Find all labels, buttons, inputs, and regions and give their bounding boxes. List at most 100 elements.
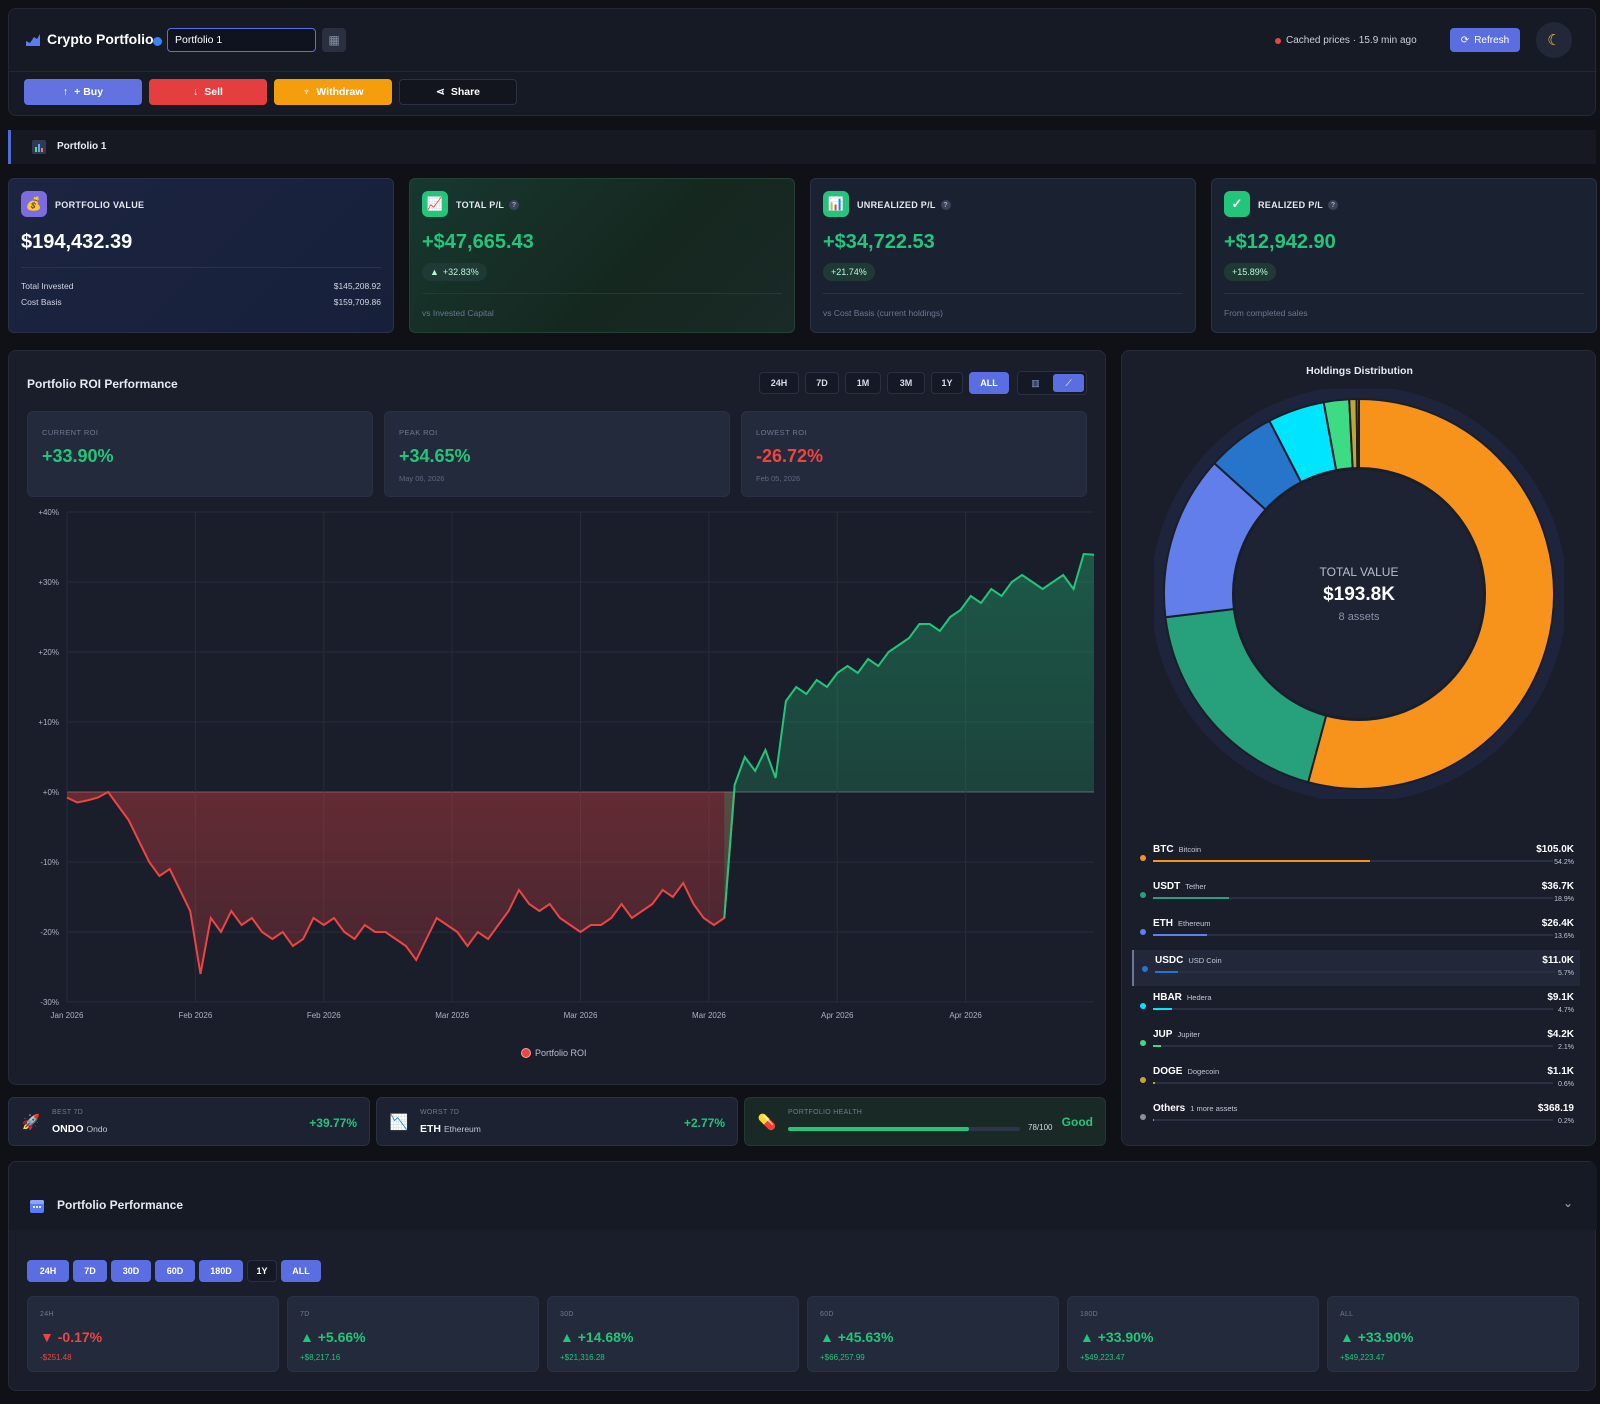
peak-roi-date: May 06, 2026 [399, 474, 445, 483]
x-tick-label: Feb 2026 [307, 1011, 341, 1020]
donut-slice-others[interactable] [1355, 397, 1360, 470]
portfolio-value: $194,432.39 [21, 231, 133, 253]
perf-card-all: ALL ▲ +33.90% +$49,223.47 [1327, 1296, 1579, 1372]
refresh-button[interactable]: ⟳ Refresh [1450, 28, 1520, 52]
holding-row-eth[interactable]: ETH Ethereum $26.4K 13.6% [1132, 913, 1580, 949]
chart-down-icon: 📉 [389, 1114, 409, 1131]
holding-symbol: ETH Ethereum [1153, 918, 1211, 929]
help-icon[interactable]: ? [940, 200, 951, 210]
health-progress-bar [788, 1127, 1020, 1131]
holding-value: $36.7K [1541, 881, 1574, 892]
peak-roi-stat: PEAK ROI +34.65% May 06, 2026 [384, 411, 730, 497]
realized-pl-badge: +15.89% [1224, 263, 1276, 281]
buy-button[interactable]: ↑ + Buy [24, 79, 142, 105]
holding-percent: 54.2% [1554, 859, 1574, 866]
chart-logo-icon [26, 34, 40, 46]
tf-3m-button[interactable]: 3M [887, 372, 925, 394]
perf-card-label: 60D [820, 1311, 834, 1318]
roi-title: Portfolio ROI Performance [27, 377, 178, 391]
tf-7d-button[interactable]: 7D [805, 372, 839, 394]
perf-card-180d: 180D ▲ +33.90% +$49,223.47 [1067, 1296, 1319, 1372]
holdings-donut-chart: TOTAL VALUE $193.8K 8 assets [1154, 389, 1564, 799]
trend-up-icon: 📈 [422, 191, 448, 217]
holding-symbol: JUP Jupiter [1153, 1029, 1200, 1040]
help-icon[interactable]: ? [509, 200, 520, 210]
card-title: PORTFOLIO VALUE [55, 200, 145, 210]
perf-tf-30d[interactable]: 30D [111, 1260, 151, 1282]
holding-row-btc[interactable]: BTC Bitcoin $105.0K 54.2% [1132, 839, 1580, 875]
worst-7d-label: WORST 7D [420, 1109, 460, 1116]
donut-center [1235, 470, 1483, 718]
share-button[interactable]: ⋖ Share [399, 79, 517, 105]
portfolio-name-input[interactable] [167, 28, 316, 52]
best-7d-name: Ondo [86, 1124, 108, 1134]
perf-card-label: 24H [40, 1311, 54, 1318]
line-view-button[interactable]: ⟋ [1053, 374, 1084, 392]
legend-swatch [521, 1048, 531, 1058]
performance-header[interactable]: Portfolio Performance ⌄ [9, 1162, 1597, 1230]
worst-7d-asset: ETH Ethereum [420, 1123, 481, 1135]
perf-tf-60d[interactable]: 60D [155, 1260, 195, 1282]
perf-card-amount: +$66,257.99 [820, 1353, 865, 1362]
donut-slice-btc[interactable] [1306, 397, 1555, 790]
holding-color-dot [1140, 855, 1146, 861]
perf-card-value: ▲ +45.63% [820, 1329, 893, 1345]
holding-share-fill [1153, 897, 1229, 899]
portfolio-menu-button[interactable]: ▦ [322, 28, 346, 52]
tf-1m-button[interactable]: 1M [845, 372, 881, 394]
sell-label: Sell [204, 86, 223, 98]
unrealized-pl-title: UNREALIZED P/L [857, 200, 936, 210]
card-divider [21, 267, 381, 268]
x-tick-label: Apr 2026 [949, 1011, 982, 1020]
check-icon: ✓ [1224, 191, 1250, 217]
perf-tf-1y[interactable]: 1Y [247, 1260, 277, 1282]
withdraw-button[interactable]: ♆ Withdraw [274, 79, 392, 105]
total-pl-foot: vs Invested Capital [422, 308, 494, 318]
tf-24h-button[interactable]: 24H [759, 372, 799, 394]
line-chart-icon: ⟋ [1065, 377, 1072, 388]
pill-icon: 💊 [757, 1114, 777, 1131]
x-tick-label: Mar 2026 [564, 1011, 598, 1020]
holding-share-fill [1153, 1045, 1162, 1047]
refresh-label: Refresh [1474, 34, 1510, 46]
bar-view-button[interactable]: ▥ [1020, 374, 1051, 392]
bar-chart-icon [32, 140, 46, 154]
tf-all-button[interactable]: ALL [969, 372, 1009, 394]
perf-tf-7d[interactable]: 7D [73, 1260, 107, 1282]
perf-tf-all[interactable]: ALL [281, 1260, 321, 1282]
worst-7d-name: Ethereum [444, 1124, 481, 1134]
holding-row-others[interactable]: Others 1 more assets $368.19 0.2% [1132, 1098, 1580, 1134]
roi-negative-area [67, 788, 735, 974]
share-icon: ⋖ [436, 86, 445, 98]
holding-name: Jupiter [1177, 1030, 1200, 1039]
perf-card-30d: 30D ▲ +14.68% +$21,316.28 [547, 1296, 799, 1372]
calendar-icon [30, 1200, 44, 1213]
perf-tf-24h[interactable]: 24H [27, 1260, 69, 1282]
help-icon[interactable]: ? [1328, 200, 1339, 210]
tf-1y-button[interactable]: 1Y [931, 372, 963, 394]
theme-toggle-button[interactable]: ☾ [1536, 22, 1572, 58]
holding-row-usdt[interactable]: USDT Tether $36.7K 18.9% [1132, 876, 1580, 912]
triangle-up-icon: ▲ [1080, 1329, 1094, 1345]
health-score: 78/100 [1028, 1123, 1053, 1132]
chart-legend[interactable]: Portfolio ROI [521, 1048, 587, 1058]
holding-row-doge[interactable]: DOGE Dogecoin $1.1K 0.6% [1132, 1061, 1580, 1097]
perf-card-label: 7D [300, 1311, 310, 1318]
holding-percent: 4.7% [1558, 1007, 1574, 1014]
y-tick-label: +30% [38, 578, 59, 587]
withdraw-label: Withdraw [316, 86, 364, 98]
holding-share-fill [1155, 971, 1178, 973]
arrow-up-icon: ↑ [62, 86, 69, 98]
x-tick-label: Mar 2026 [435, 1011, 469, 1020]
holding-row-hbar[interactable]: HBAR Hedera $9.1K 4.7% [1132, 987, 1580, 1023]
holding-share-fill [1153, 1082, 1156, 1084]
perf-tf-180d[interactable]: 180D [199, 1260, 243, 1282]
holding-row-jup[interactable]: JUP Jupiter $4.2K 2.1% [1132, 1024, 1580, 1060]
worst-7d-value: +2.77% [683, 1116, 725, 1130]
sell-button[interactable]: ↓ Sell [149, 79, 267, 105]
holding-row-usdc[interactable]: USDC USD Coin $11.0K 5.7% [1132, 950, 1580, 986]
perf-card-value: ▲ +33.90% [1080, 1329, 1153, 1345]
total-pl-badge: ▲ +32.83% [422, 263, 487, 281]
chevron-down-icon[interactable]: ⌄ [1563, 1196, 1574, 1210]
perf-card-amount: +$8,217.16 [300, 1353, 341, 1362]
